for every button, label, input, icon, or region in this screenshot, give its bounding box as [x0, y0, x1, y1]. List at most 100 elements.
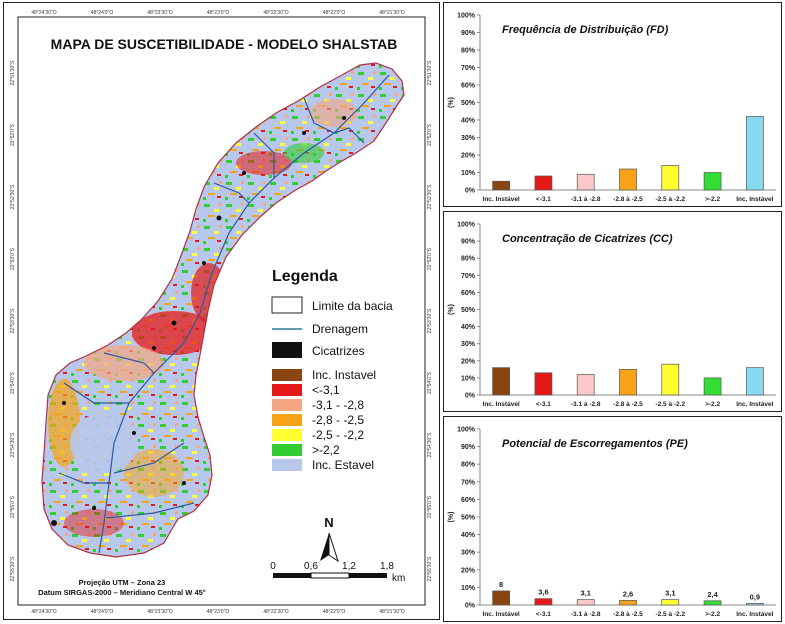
- bar: [492, 590, 510, 606]
- x-tick-label: <-3.1: [536, 196, 551, 203]
- bar: [703, 172, 722, 191]
- scale-label: 0: [270, 561, 276, 572]
- y-tick-label: 70%: [461, 65, 476, 72]
- legend-class-swatch: [272, 369, 302, 381]
- top-coord-label: 48°22'0"O: [323, 10, 346, 16]
- data-label: 3,1: [580, 589, 590, 598]
- bottom-coordinates: 48°24'30"O 48°24'0"O 48°23'30"O 48°23'0"O 48…: [31, 609, 404, 615]
- y-tick-label: 70%: [461, 273, 476, 280]
- scale-label: 0,6: [304, 561, 318, 572]
- legend-class-label: <-3,1: [312, 383, 340, 397]
- bar: [746, 603, 764, 606]
- data-label: 8: [499, 580, 503, 589]
- left-coord-label: 22°52'30"S: [10, 184, 16, 209]
- y-tick-label: 50%: [461, 100, 476, 107]
- legend-class-swatch: [272, 399, 302, 411]
- y-tick-label: 100%: [457, 427, 476, 434]
- data-label: 3,1: [665, 589, 675, 598]
- left-coord-label: 22°53'0"S: [10, 247, 16, 270]
- legend-title: Legenda: [272, 268, 338, 285]
- y-tick-label: 60%: [461, 290, 476, 297]
- x-tick-label: <-3.1: [536, 611, 551, 618]
- bottom-coord-label: 48°23'30"O: [147, 609, 172, 615]
- left-coord-label: 22°52'0"S: [10, 123, 16, 146]
- basin: [41, 62, 405, 558]
- bar: [619, 369, 637, 396]
- chart-cc-svg: 0% 10% 20% 30% 40% 50% 60% 70% 80% 90% 100% (%) Conc…: [448, 222, 776, 408]
- legend-class-label: Inc. Instavel: [312, 368, 376, 382]
- scale-labels: 0 0,6 1,2 1,8: [270, 561, 394, 572]
- scale-bar: 0 0,6 1,2 1,8 km: [270, 561, 405, 584]
- projection-line-2: Datum SIRGAS-2000 – Meridiano Central W …: [38, 588, 206, 597]
- y-tick-label: 30%: [461, 135, 476, 142]
- x-tick-label: -3.1 à -2.8: [571, 401, 601, 408]
- x-tick-label: Inc. Instável: [736, 401, 773, 408]
- y-tick-label: 100%: [457, 222, 476, 229]
- x-tick-label: >-2.2: [705, 401, 720, 408]
- legend-class-label: -2,8 - -2,5: [312, 413, 364, 427]
- y-tick-label: 60%: [461, 497, 476, 504]
- bar: [661, 165, 680, 191]
- x-tick-label: Inc. Instável: [483, 611, 520, 618]
- bar: [534, 372, 553, 396]
- chart-title: Potencial de Escorregamentos (PE): [502, 438, 688, 450]
- y-tick-label: 20%: [461, 358, 476, 365]
- x-tick-label: -3.1 à -2.8: [571, 611, 601, 618]
- legend-class-label: >-2,2: [312, 443, 340, 457]
- y-tick-label: 80%: [461, 48, 476, 55]
- y-tick-label: 20%: [461, 153, 476, 160]
- scale-seg-2: [310, 572, 350, 579]
- scale-unit: km: [392, 573, 405, 584]
- bar: [661, 599, 680, 606]
- bottom-coord-label: 48°23'0"O: [207, 609, 230, 615]
- y-tick-label: 10%: [461, 170, 476, 177]
- legend-class-swatch: [272, 459, 302, 471]
- top-coord-label: 48°23'30"O: [147, 10, 172, 16]
- y-axis-label: (%): [448, 304, 455, 315]
- top-coordinates: 48°24'30"O 48°24'0"O 48°23'30"O 48°23'0"O 48…: [31, 10, 404, 16]
- y-tick-label: 60%: [461, 83, 476, 90]
- projection-line-1: Projeção UTM – Zona 23: [79, 578, 166, 587]
- y-tick-label: 90%: [461, 444, 476, 451]
- y-tick-label: 40%: [461, 324, 476, 331]
- y-tick-label: 10%: [461, 375, 476, 382]
- legend-class-label: Inc. Estavel: [312, 458, 374, 472]
- y-tick-label: 40%: [461, 532, 476, 539]
- bottom-coord-label: 48°24'0"O: [91, 609, 114, 615]
- x-tick-label: -3.1 à -2.8: [571, 196, 601, 203]
- basin-boundary: [41, 62, 405, 558]
- right-coord-label: 22°53'30"S: [427, 308, 433, 333]
- legend-class-swatch: [272, 384, 302, 396]
- scars: [51, 116, 346, 526]
- bar: [703, 377, 722, 396]
- x-tick-label: >-2.2: [705, 611, 720, 618]
- chart-pe-svg: 0% 10% 20% 30% 40% 50% 60% 70% 80% 90% 100% (%) Pote…: [448, 427, 776, 618]
- bar: [576, 374, 595, 396]
- x-tick-label: -2.8 à -2.5: [613, 401, 643, 408]
- bar: [746, 367, 764, 396]
- y-tick-label: 20%: [461, 567, 476, 574]
- y-axis-label: (%): [448, 512, 455, 523]
- x-tick-label: >-2.2: [705, 196, 720, 203]
- map-title: MAPA DE SUSCETIBILIDADE - MODELO SHALSTA…: [51, 36, 398, 52]
- x-tick-label: <-3.1: [536, 401, 551, 408]
- left-coord-label: 22°53'30"S: [10, 308, 16, 333]
- y-tick-label: 80%: [461, 256, 476, 263]
- right-coord-label: 22°54'0"S: [427, 371, 433, 394]
- legend-classes: Inc. Instavel<-3,1-3,1 - -2,8-2,8 - -2,5…: [272, 368, 376, 472]
- right-coord-label: 22°53'0"S: [427, 247, 433, 270]
- bottom-coord-label: 48°21'30"O: [379, 609, 404, 615]
- x-tick-label: -2.5 à -2.2: [655, 611, 685, 618]
- y-axis-label: (%): [448, 97, 455, 108]
- x-tick-label: Inc. Instável: [736, 611, 773, 618]
- bar: [661, 363, 680, 396]
- top-coord-label: 48°23'0"O: [207, 10, 230, 16]
- chart-cc: 0% 10% 20% 30% 40% 50% 60% 70% 80% 90% 100% (%) Conc…: [443, 211, 782, 412]
- bar: [576, 173, 595, 191]
- north-label: N: [324, 515, 333, 530]
- legend-boundary-label: Limite da bacia: [312, 299, 393, 313]
- y-tick-label: 50%: [461, 515, 476, 522]
- y-tick-label: 50%: [461, 307, 476, 314]
- y-tick-label: 100%: [457, 13, 476, 20]
- legend-class-swatch: [272, 414, 302, 426]
